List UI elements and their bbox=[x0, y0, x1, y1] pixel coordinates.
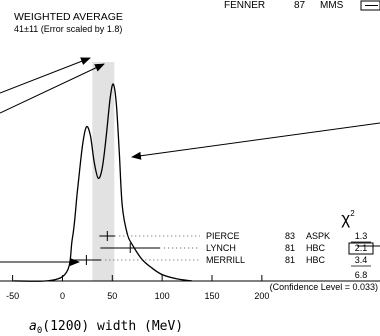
fenner-chi2-box bbox=[360, 0, 380, 11]
measurement-name: PIERCE bbox=[206, 231, 240, 241]
measurement-technique: HBC bbox=[306, 243, 326, 253]
measurement-year: 81 bbox=[285, 243, 295, 253]
measurement-year: 87 bbox=[294, 0, 306, 11]
measurement-year: 83 bbox=[285, 231, 295, 241]
measurement-chi2: 3.4 bbox=[355, 255, 368, 265]
x-tick-label: 50 bbox=[107, 291, 117, 301]
x-tick-label: 100 bbox=[155, 291, 170, 301]
measurement-year: 81 bbox=[285, 255, 295, 265]
measurement-name: MERRILL bbox=[206, 255, 245, 265]
measurement-chi2: 1.3 bbox=[355, 231, 368, 241]
x-tick-label: 150 bbox=[204, 291, 219, 301]
measurement-technique: MMS bbox=[320, 0, 344, 11]
measurements-layer: FENNER 87 MMS PIERCE 83 ASPK 1.3 LYNCH 81 HBC 2.1 M… bbox=[71, 0, 380, 267]
measurement-technique: ASPK bbox=[306, 231, 330, 241]
weighted-average-title: WEIGHTED AVERAGE bbox=[14, 11, 123, 23]
x-tick-label: -50 bbox=[6, 291, 19, 301]
weighted-average-value: 41±11 (Error scaled by 1.8) bbox=[14, 24, 122, 34]
chi2-header: χ2 bbox=[341, 209, 355, 228]
confidence-level: (Confidence Level = 0.033) bbox=[270, 282, 378, 292]
arrow-from-fenner bbox=[131, 122, 380, 160]
measurement-chi2: 2.1 bbox=[355, 243, 368, 253]
arrow-to-avg-band-2 bbox=[0, 63, 105, 114]
measurement-name: FENNER bbox=[224, 0, 265, 11]
measurement-technique: HBC bbox=[306, 255, 326, 265]
x-axis-ticks: -50 0 50 100 150 200 bbox=[6, 275, 269, 301]
ideogram-curve bbox=[12, 83, 193, 282]
chi2-total: 6.8 bbox=[355, 270, 368, 280]
x-tick-label: 200 bbox=[254, 291, 269, 301]
arrows-layer bbox=[0, 57, 380, 266]
measurement-name: LYNCH bbox=[206, 243, 236, 253]
x-tick-label: 0 bbox=[60, 291, 65, 301]
arrow-to-avg-band-1 bbox=[0, 57, 91, 94]
x-axis-label: a0(1200) width (MeV) bbox=[29, 319, 183, 336]
